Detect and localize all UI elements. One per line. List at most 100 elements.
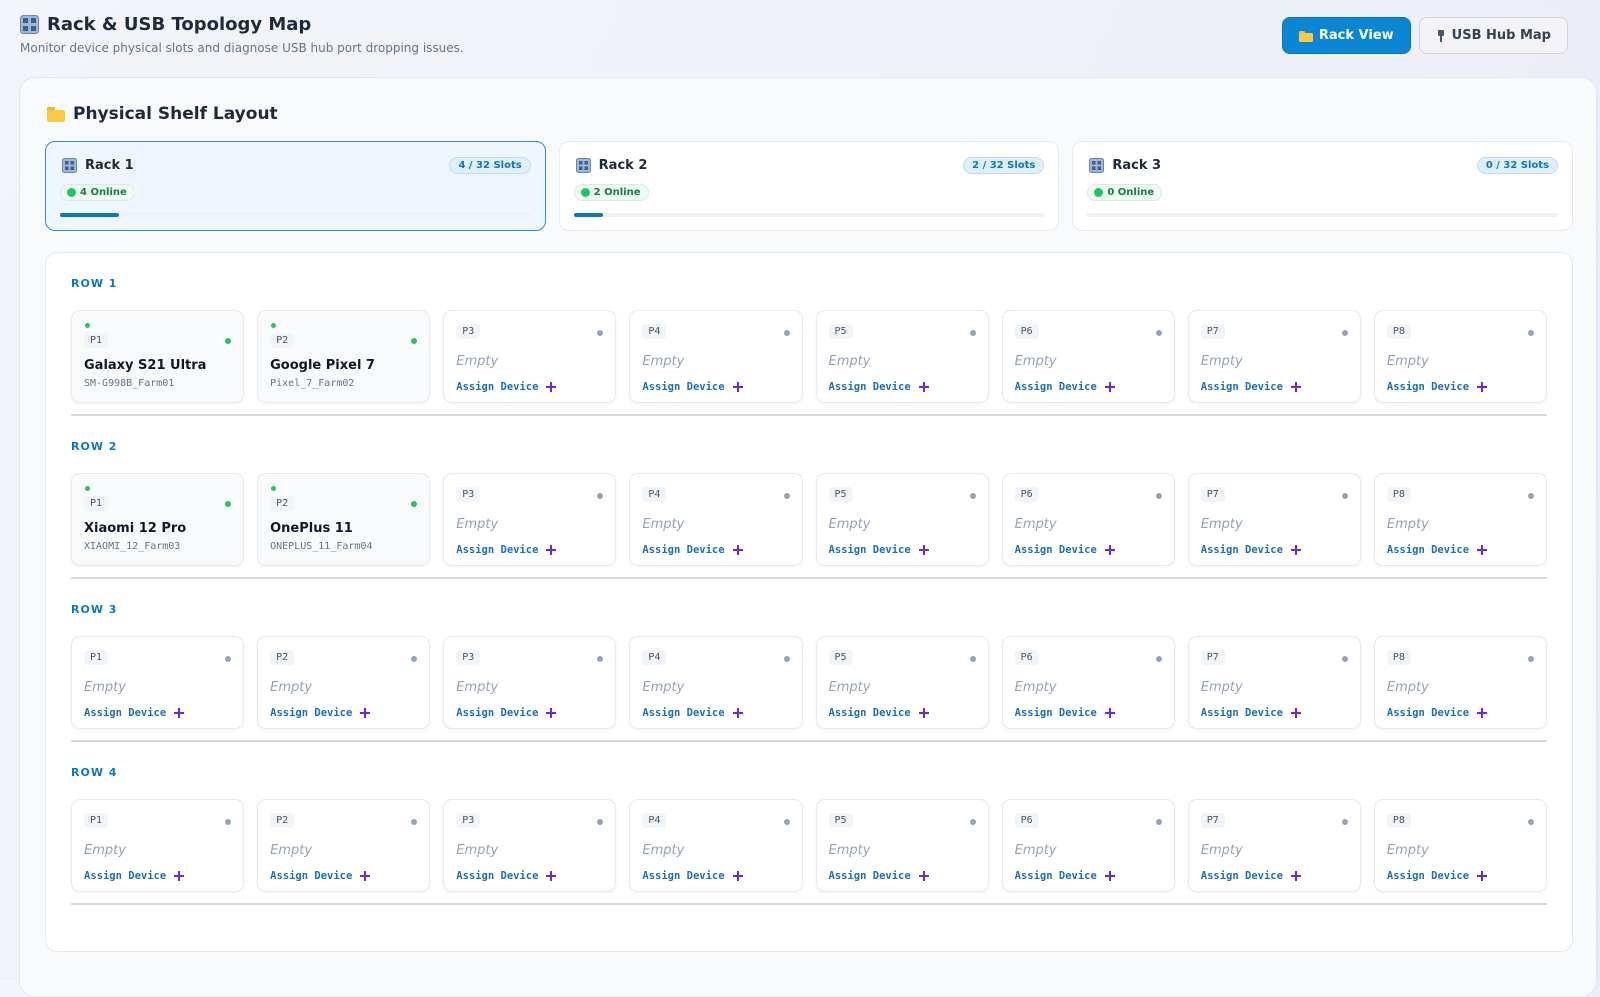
empty-slot[interactable]: P8 Empty Assign Device [1373,473,1547,566]
usb-hub-map-button[interactable]: USB Hub Map [1418,17,1568,54]
assign-device-link[interactable]: Assign Device [456,541,557,559]
empty-slot[interactable]: P7 Empty Assign Device [1187,636,1361,729]
empty-slot[interactable]: P7 Empty Assign Device [1187,310,1361,403]
port-label: P7 [1200,324,1225,339]
empty-slot[interactable]: P6 Empty Assign Device [1001,310,1175,403]
plus-glyph [174,708,185,718]
empty-slot[interactable]: P4 Empty Assign Device [629,473,803,566]
device-name: Google Pixel 7 [270,358,375,373]
assign-label: Assign Device [1014,870,1097,882]
shelf-grid: ROW 1 P1 Galaxy S21 Ultra SM-G998B_Farm01 P2… [45,252,1573,952]
assign-device-link[interactable]: Assign Device [642,378,743,396]
empty-label: Empty [828,680,871,695]
empty-slot[interactable]: P6 Empty Assign Device [1001,799,1175,892]
assign-device-link[interactable]: Assign Device [642,704,743,722]
assign-device-link[interactable]: Assign Device [1387,541,1488,559]
folder-icon [1298,30,1313,42]
online-count: 0 Online [1107,187,1155,198]
button-label: USB Hub Map [1451,28,1551,43]
slot-list: P1 Empty Assign Device P2 Empty Assign Device… [71,799,1547,892]
assign-device-link[interactable]: Assign Device [642,541,743,559]
empty-slot[interactable]: P7 Empty Assign Device [1187,473,1361,566]
empty-slot[interactable]: P2 Empty Assign Device [257,636,431,729]
empty-slot[interactable]: P3 Empty Assign Device [443,636,617,729]
empty-label: Empty [84,680,126,695]
assign-device-link[interactable]: Assign Device [270,867,371,885]
assign-device-link[interactable]: Assign Device [1015,541,1115,559]
assign-device-link[interactable]: Assign Device [1387,378,1488,396]
assign-device-link[interactable]: Assign Device [829,541,929,559]
rack-card[interactable]: Rack 3 0 / 32 Slots 0 Online [1072,141,1574,231]
assign-device-link[interactable]: Assign Device [456,867,557,885]
assign-label: Assign Device [1386,707,1470,719]
empty-slot[interactable]: P5 Empty Assign Device [815,799,989,892]
plus-glyph [546,382,557,392]
assign-device-link[interactable]: Assign Device [829,867,929,885]
rack-icon [62,158,77,173]
status-dot [969,493,976,499]
assign-device-link[interactable]: Assign Device [829,704,929,722]
device-serial: Pixel_7_Farm02 [270,378,355,389]
assign-device-link[interactable]: Assign Device [642,867,743,885]
device-slot[interactable]: P2 Google Pixel 7 Pixel_7_Farm02 [257,310,431,403]
assign-device-link[interactable]: Assign Device [270,704,371,722]
port-label: P4 [642,324,667,339]
empty-slot[interactable]: P1 Empty Assign Device [71,636,245,729]
assign-label: Assign Device [1014,381,1097,393]
assign-label: Assign Device [1200,870,1283,882]
assign-device-link[interactable]: Assign Device [1015,378,1115,396]
empty-slot[interactable]: P5 Empty Assign Device [815,310,989,403]
assign-label: Assign Device [84,870,167,882]
rack-view-button[interactable]: Rack View [1281,17,1411,54]
assign-device-link[interactable]: Assign Device [456,704,557,722]
assign-device-link[interactable]: Assign Device [1201,378,1301,396]
device-serial: XIAOMI_12_Farm03 [84,541,181,552]
empty-slot[interactable]: P2 Empty Assign Device [257,799,431,892]
capacity-fill [573,213,604,217]
empty-slot[interactable]: P8 Empty Assign Device [1373,799,1547,892]
status-dot [411,501,418,507]
rack-name: Rack 2 [598,158,648,173]
plus-glyph [1477,382,1488,392]
device-slot[interactable]: P2 OnePlus 11 ONEPLUS_11_Farm04 [257,473,431,566]
assign-label: Assign Device [642,707,725,719]
empty-slot[interactable]: P1 Empty Assign Device [71,799,245,892]
empty-slot[interactable]: P8 Empty Assign Device [1373,310,1547,403]
assign-device-link[interactable]: Assign Device [1201,704,1301,722]
empty-slot[interactable]: P6 Empty Assign Device [1001,636,1175,729]
empty-slot[interactable]: P4 Empty Assign Device [629,636,803,729]
assign-device-link[interactable]: Assign Device [1201,867,1301,885]
assign-device-link[interactable]: Assign Device [84,704,185,722]
device-slot[interactable]: P1 Galaxy S21 Ultra SM-G998B_Farm01 [71,310,245,403]
empty-slot[interactable]: P3 Empty Assign Device [443,799,617,892]
empty-slot[interactable]: P8 Empty Assign Device [1373,636,1547,729]
empty-slot[interactable]: P3 Empty Assign Device [443,473,617,566]
assign-device-link[interactable]: Assign Device [456,378,557,396]
plus-glyph [1290,545,1301,555]
rack-card[interactable]: Rack 1 4 / 32 Slots 4 Online [45,141,546,231]
empty-slot[interactable]: P4 Empty Assign Device [629,310,803,403]
folder-icon [47,107,65,122]
assign-device-link[interactable]: Assign Device [1386,704,1488,722]
empty-slot[interactable]: P5 Empty Assign Device [815,636,989,729]
empty-slot[interactable]: P5 Empty Assign Device [815,473,989,566]
plus-icon [918,704,929,722]
device-slot[interactable]: P1 Xiaomi 12 Pro XIAOMI_12_Farm03 [71,473,245,566]
empty-slot[interactable]: P3 Empty Assign Device [443,310,617,403]
subtitle: Monitor device physical slots and diagno… [20,41,464,55]
assign-device-link[interactable]: Assign Device [1201,541,1301,559]
empty-slot[interactable]: P6 Empty Assign Device [1001,473,1175,566]
empty-slot[interactable]: P7 Empty Assign Device [1187,799,1361,892]
port-label: P2 [270,333,295,348]
empty-label: Empty [456,843,499,858]
assign-device-link[interactable]: Assign Device [84,867,185,885]
plus-icon [1290,541,1301,559]
assign-device-link[interactable]: Assign Device [1387,867,1488,885]
capacity-track [1087,213,1559,217]
assign-device-link[interactable]: Assign Device [829,378,929,396]
assign-device-link[interactable]: Assign Device [1015,704,1115,722]
port-label: P3 [456,324,481,339]
assign-device-link[interactable]: Assign Device [1015,867,1115,885]
empty-slot[interactable]: P4 Empty Assign Device [629,799,803,892]
rack-card[interactable]: Rack 2 2 / 32 Slots 2 Online [558,141,1060,231]
